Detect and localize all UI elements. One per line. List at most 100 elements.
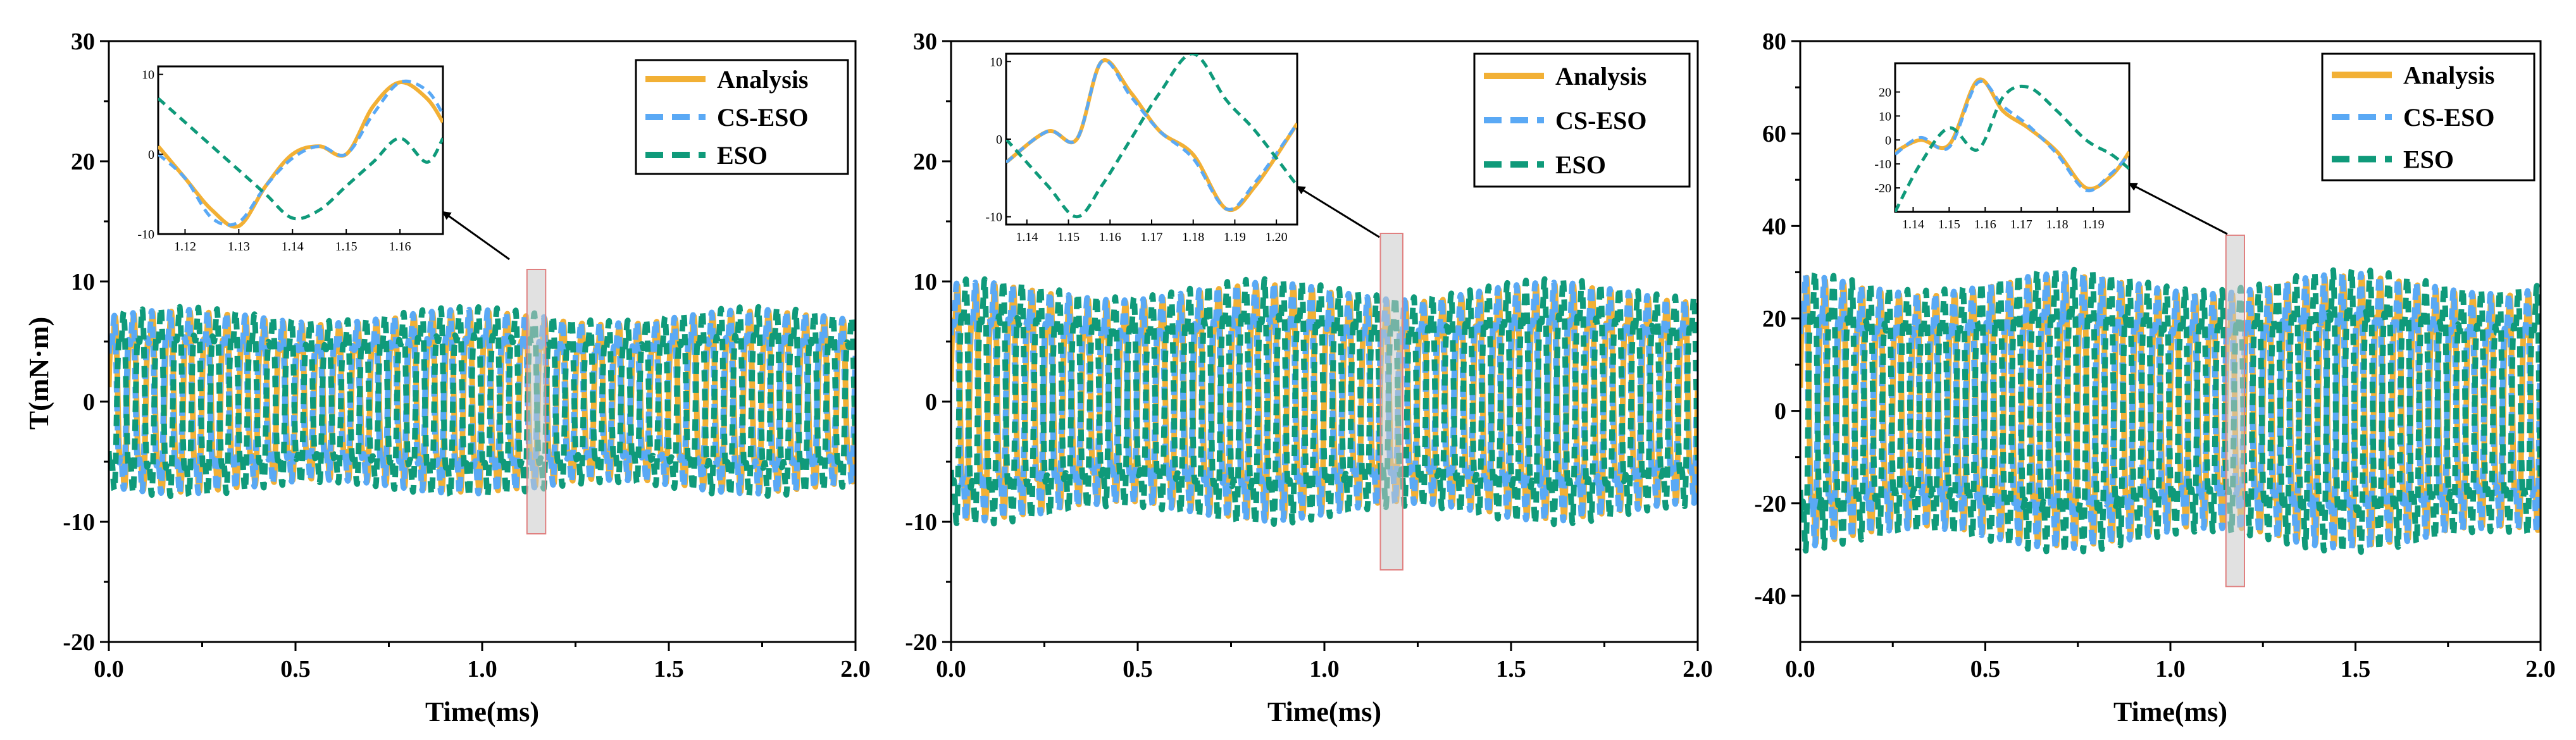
x-tick-label: 0.5 bbox=[1123, 656, 1153, 682]
x-tick-label: 1.0 bbox=[467, 656, 497, 682]
legend-label-analysis: Analysis bbox=[2403, 61, 2495, 89]
inset-2: 1.14 1.15 1.16 1.17 1.18 1.19 1.20 -10 0 10 bbox=[985, 52, 1298, 244]
inset-series-eso bbox=[158, 97, 443, 221]
inset-y-tick-label: 0 bbox=[1885, 133, 1891, 147]
legend-label-cseso: CS-ESO bbox=[1555, 106, 1647, 135]
plot-area-2 bbox=[951, 276, 1698, 527]
x-tick-label: 2.0 bbox=[840, 656, 871, 682]
x-tick-label: 1.5 bbox=[654, 656, 684, 682]
inset-series-analysis bbox=[158, 80, 443, 229]
x-tick-label: 0.0 bbox=[94, 656, 124, 682]
inset-plot-area bbox=[1895, 77, 2129, 212]
inset-y-tick-label: -10 bbox=[137, 228, 154, 242]
inset-x-tick-label: 1.17 bbox=[1141, 230, 1163, 244]
x-tick-label: 0.5 bbox=[280, 656, 311, 682]
legend-label-eso: ESO bbox=[1555, 151, 1606, 179]
inset-y-tick-label: 10 bbox=[990, 55, 1002, 69]
plot-area-1 bbox=[109, 304, 856, 500]
series-eso-line bbox=[109, 304, 856, 500]
inset-y-tick-label: 10 bbox=[142, 68, 154, 82]
legend-label-cseso: CS-ESO bbox=[717, 103, 809, 132]
inset-x-tick-label: 1.18 bbox=[1182, 230, 1204, 244]
inset-x-tick-label: 1.15 bbox=[1057, 230, 1080, 244]
inset-y-tick-label: 0 bbox=[148, 148, 154, 162]
y-tick-label: -20 bbox=[905, 629, 937, 656]
x-tick-label: 0.0 bbox=[936, 656, 966, 682]
legend-label-analysis: Analysis bbox=[717, 65, 809, 94]
legend-label-eso: ESO bbox=[2403, 145, 2454, 174]
y-tick-label: 10 bbox=[71, 269, 95, 295]
y-axis-label-1: T(mN·m) bbox=[23, 317, 54, 429]
inset-y-tick-label: 20 bbox=[1879, 85, 1891, 99]
x-tick-label: 2.0 bbox=[2525, 656, 2556, 682]
y-tick-label: 0 bbox=[1774, 398, 1786, 425]
inset-x-tick-label: 1.18 bbox=[2046, 218, 2069, 231]
series-eso-line bbox=[951, 276, 1698, 527]
inset-y-tick-label: -10 bbox=[1874, 157, 1891, 171]
x-tick-label: 0.5 bbox=[1970, 656, 2001, 682]
y-tick-label: -20 bbox=[1754, 491, 1786, 517]
panel-1: 0.0 0.5 1.0 1.5 2.0 -20 -10 0 10 20 30 T(mN·m) Tim… bbox=[23, 28, 871, 727]
x-tick-label: 1.5 bbox=[2341, 656, 2371, 682]
x-axis-label-2: Time(ms) bbox=[1267, 696, 1381, 727]
inset-x-tick-label: 1.19 bbox=[1224, 230, 1246, 244]
y-tick-label: -20 bbox=[63, 629, 95, 656]
inset-x-tick-label: 1.14 bbox=[1902, 218, 1924, 231]
zoom-region-box bbox=[526, 269, 547, 534]
y-tick-label: 30 bbox=[913, 28, 937, 55]
axes-frame-3 bbox=[1799, 40, 2542, 643]
y-tick-label: 40 bbox=[1762, 213, 1786, 240]
axes-frame-1 bbox=[108, 40, 857, 643]
zoom-region-box bbox=[1379, 233, 1403, 570]
inset-x-tick-label: 1.15 bbox=[335, 240, 358, 254]
inset-y-tick-label: 0 bbox=[996, 133, 1002, 147]
inset-x-tick-label: 1.16 bbox=[1974, 218, 1996, 231]
y-tick-label: 0 bbox=[925, 389, 937, 416]
y-tick-label: -10 bbox=[63, 509, 95, 536]
inset-y-tick-label: -20 bbox=[1874, 182, 1891, 195]
y-tick-label: 10 bbox=[913, 269, 937, 295]
inset-x-tick-label: 1.15 bbox=[1938, 218, 1960, 231]
inset-x-tick-label: 1.16 bbox=[389, 240, 411, 254]
y-tick-label: 20 bbox=[913, 149, 937, 175]
y-tick-label: 0 bbox=[83, 389, 95, 416]
x-tick-label: 1.0 bbox=[1309, 656, 1340, 682]
inset-x-tick-label: 1.16 bbox=[1099, 230, 1121, 244]
zoom-arrow bbox=[442, 211, 510, 261]
inset-series-cseso bbox=[1006, 59, 1297, 211]
inset-series-cseso bbox=[158, 79, 443, 227]
legend-2: Analysis CS-ESO ESO bbox=[1473, 52, 1691, 188]
y-tick-label: -10 bbox=[905, 509, 937, 536]
x-tick-label: 2.0 bbox=[1683, 656, 1713, 682]
inset-y-tick-label: 10 bbox=[1879, 109, 1891, 123]
inset-x-tick-label: 1.14 bbox=[1016, 230, 1038, 244]
y-tick-label: 80 bbox=[1762, 28, 1786, 55]
inset-x-tick-label: 1.13 bbox=[228, 240, 250, 254]
legend-label-analysis: Analysis bbox=[1555, 62, 1647, 90]
legend-label-eso: ESO bbox=[717, 141, 768, 170]
inset-plot-area bbox=[1006, 54, 1297, 219]
series-cseso-line bbox=[1800, 270, 2541, 552]
x-tick-label: 0.0 bbox=[1785, 656, 1815, 682]
legend-label-cseso: CS-ESO bbox=[2403, 103, 2495, 132]
y-tick-label: 30 bbox=[71, 28, 95, 55]
inset-series-eso bbox=[1895, 84, 2129, 212]
inset-x-tick-label: 1.14 bbox=[282, 240, 304, 254]
series-cseso-line bbox=[109, 307, 856, 496]
inset-plot-area bbox=[158, 79, 443, 229]
zoom-region-box bbox=[2225, 234, 2245, 588]
inset-3: 1.14 1.15 1.16 1.17 1.18 1.19 -20 -10 0 10 20 bbox=[1874, 62, 2131, 231]
inset-x-tick-label: 1.19 bbox=[2082, 218, 2105, 231]
inset-x-tick-label: 1.17 bbox=[2010, 218, 2032, 231]
legend-3: Analysis CS-ESO ESO bbox=[2321, 52, 2536, 182]
panel-2: 0.0 0.5 1.0 1.5 2.0 -20 -10 0 10 20 30 Time(ms) 1.… bbox=[905, 28, 1712, 727]
inset-series-eso bbox=[1006, 54, 1297, 219]
x-tick-label: 1.0 bbox=[2155, 656, 2186, 682]
x-tick-label: 1.5 bbox=[1496, 656, 1526, 682]
x-axis-label-3: Time(ms) bbox=[2113, 696, 2227, 727]
x-axis-label-1: Time(ms) bbox=[425, 696, 539, 727]
inset-1: 1.12 1.13 1.14 1.15 1.16 -10 0 10 bbox=[137, 65, 444, 254]
y-tick-label: 20 bbox=[1762, 305, 1786, 332]
